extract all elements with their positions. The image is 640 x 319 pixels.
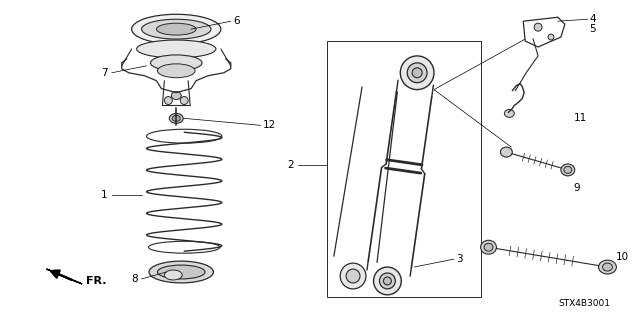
Ellipse shape [400, 56, 434, 90]
Ellipse shape [500, 147, 512, 157]
Ellipse shape [156, 23, 196, 35]
Text: 10: 10 [616, 252, 628, 262]
Ellipse shape [534, 23, 542, 31]
Ellipse shape [132, 14, 221, 44]
Ellipse shape [180, 97, 188, 105]
Ellipse shape [412, 68, 422, 78]
Ellipse shape [484, 243, 493, 251]
Ellipse shape [157, 64, 195, 78]
Polygon shape [47, 269, 82, 284]
Ellipse shape [564, 167, 572, 174]
Ellipse shape [170, 114, 183, 123]
Ellipse shape [598, 260, 616, 274]
Ellipse shape [383, 277, 392, 285]
Ellipse shape [136, 40, 216, 58]
Ellipse shape [346, 269, 360, 283]
Text: 12: 12 [262, 120, 276, 130]
Ellipse shape [504, 109, 515, 117]
Ellipse shape [602, 263, 612, 271]
Text: STX4B3001: STX4B3001 [558, 299, 610, 308]
Ellipse shape [164, 97, 172, 105]
Ellipse shape [172, 115, 180, 121]
Ellipse shape [561, 164, 575, 176]
Ellipse shape [150, 55, 202, 71]
Text: 8: 8 [131, 274, 138, 284]
Ellipse shape [141, 19, 211, 39]
Ellipse shape [374, 267, 401, 295]
Ellipse shape [380, 273, 396, 289]
Text: 11: 11 [574, 113, 587, 123]
Text: 3: 3 [456, 254, 463, 264]
Ellipse shape [548, 34, 554, 40]
Text: 9: 9 [574, 183, 580, 193]
Text: 5: 5 [589, 24, 596, 34]
Ellipse shape [149, 261, 213, 283]
Bar [327, 41, 481, 297]
Ellipse shape [340, 263, 366, 289]
Text: 6: 6 [233, 16, 239, 26]
Text: 7: 7 [101, 68, 108, 78]
Ellipse shape [164, 270, 182, 280]
Ellipse shape [172, 92, 181, 100]
Text: 2: 2 [287, 160, 294, 170]
Ellipse shape [157, 265, 205, 279]
Text: 4: 4 [589, 14, 596, 24]
Ellipse shape [481, 240, 497, 254]
Text: FR.: FR. [86, 276, 106, 286]
Text: 1: 1 [101, 190, 108, 200]
Ellipse shape [407, 63, 427, 83]
